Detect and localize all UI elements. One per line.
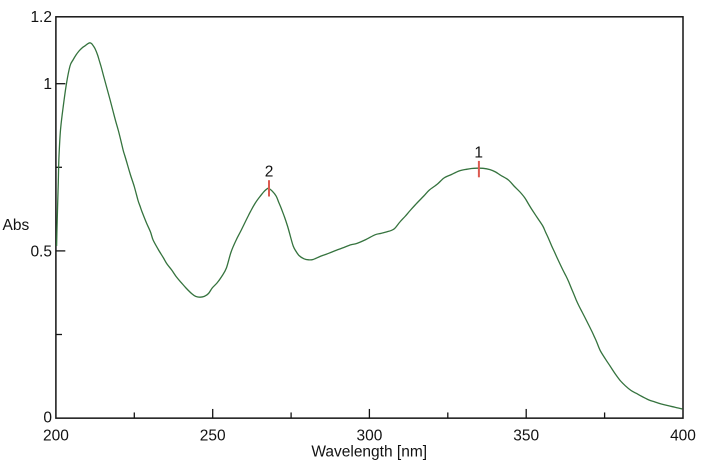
- svg-text:0: 0: [43, 410, 52, 427]
- svg-text:2: 2: [265, 164, 274, 181]
- svg-text:300: 300: [356, 427, 382, 444]
- svg-text:250: 250: [200, 427, 226, 444]
- svg-text:200: 200: [43, 427, 69, 444]
- svg-text:350: 350: [513, 427, 539, 444]
- svg-text:1.2: 1.2: [30, 9, 52, 26]
- svg-text:0.5: 0.5: [30, 244, 52, 261]
- svg-text:1: 1: [43, 76, 52, 93]
- svg-text:400: 400: [670, 427, 696, 444]
- svg-text:Abs: Abs: [3, 217, 30, 234]
- svg-text:Wavelength [nm]: Wavelength [nm]: [311, 444, 427, 461]
- svg-text:1: 1: [474, 144, 483, 161]
